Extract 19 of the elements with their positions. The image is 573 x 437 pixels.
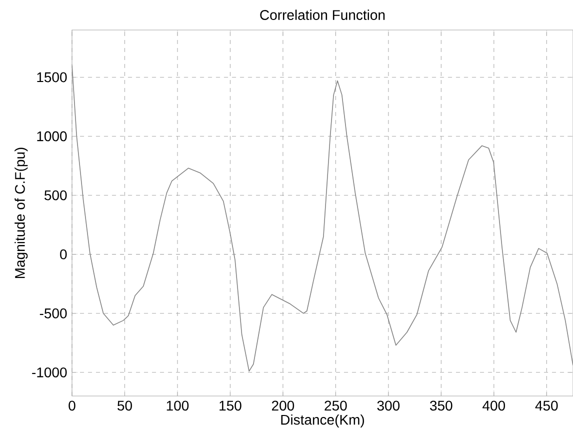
y-tick-label: 500 [44, 190, 67, 200]
y-tick-label: 1000 [37, 131, 67, 142]
x-tick-label: 150 [220, 400, 242, 411]
x-tick-label: 250 [324, 400, 347, 411]
x-tick-label: 200 [272, 400, 294, 411]
x-tick-label: 400 [482, 400, 506, 411]
y-tick-label: -1000 [32, 367, 67, 378]
chart-title: Correlation Function [260, 10, 385, 20]
x-tick-label: 450 [535, 400, 558, 411]
x-tick-label: 350 [430, 400, 452, 411]
y-tick-label: -500 [40, 308, 67, 318]
x-tick-label: 50 [118, 400, 132, 411]
x-axis-title: Distance(Km) [281, 414, 364, 428]
x-tick-label: 100 [166, 400, 189, 411]
y-tick-label: 1500 [37, 72, 67, 82]
y-axis-title: Magnitude of C.F(pu) [14, 148, 28, 278]
x-tick-label: 300 [377, 400, 400, 411]
y-tick-label: 0 [60, 249, 67, 260]
x-tick-label: 0 [68, 400, 76, 411]
